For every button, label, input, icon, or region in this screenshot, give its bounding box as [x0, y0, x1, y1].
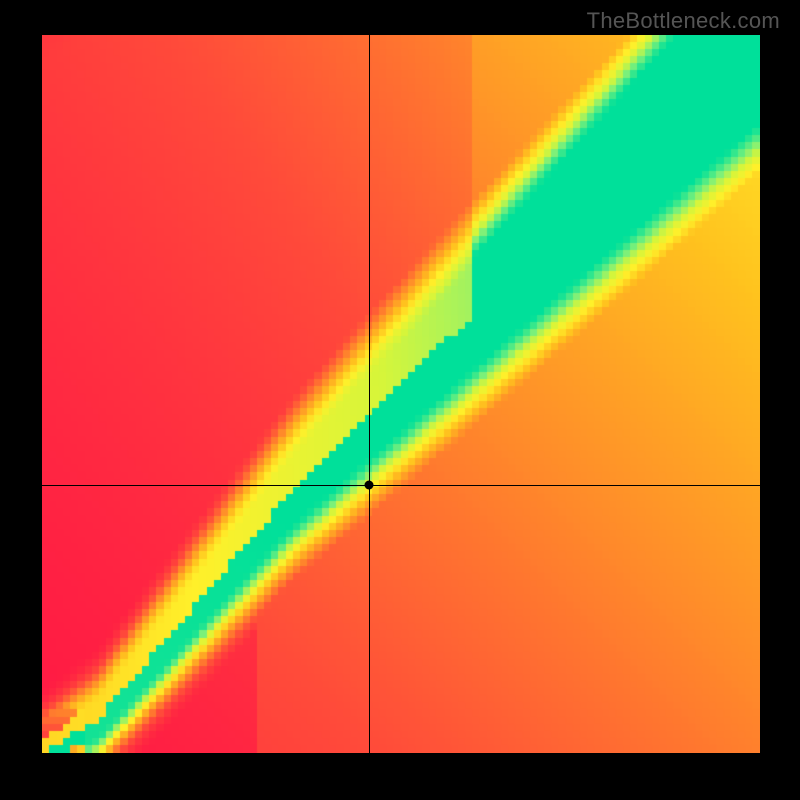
crosshair-horizontal — [42, 485, 760, 486]
watermark-text: TheBottleneck.com — [587, 8, 780, 34]
bottleneck-heatmap — [42, 35, 760, 753]
crosshair-vertical — [369, 35, 370, 753]
chart-container: TheBottleneck.com — [0, 0, 800, 800]
crosshair-marker — [364, 481, 373, 490]
